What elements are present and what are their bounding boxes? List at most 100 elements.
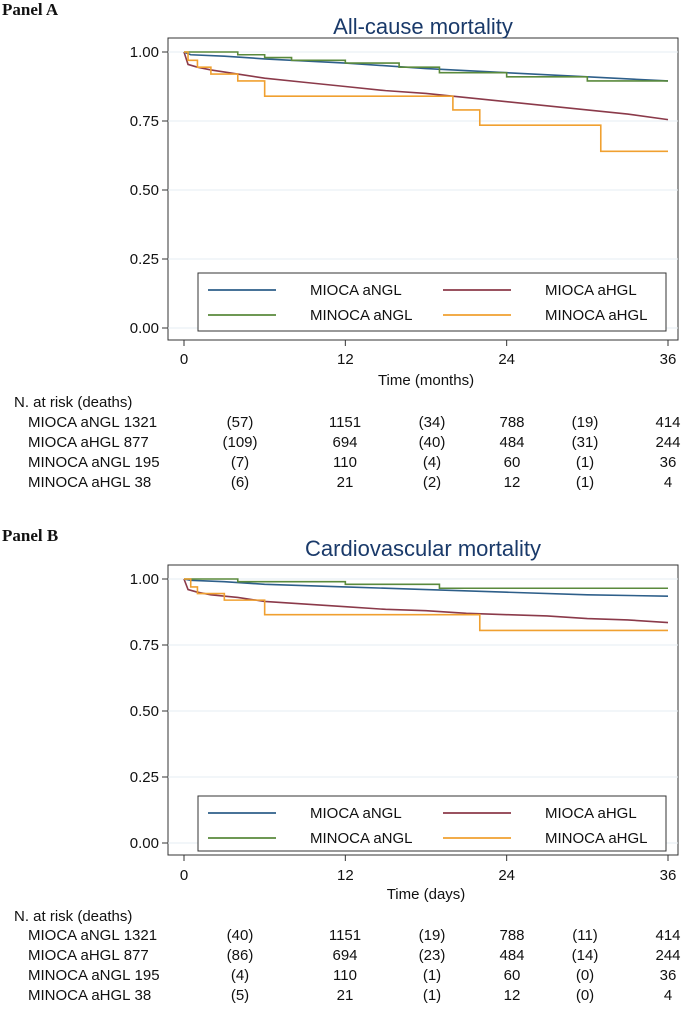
p1-legend-label-minoca-angl: MINOCA aNGL [310, 830, 413, 847]
p1-risk-cell: 484 [499, 947, 524, 964]
p0-y-tick-label: 0.75 [130, 113, 159, 130]
p0-risk-cell: (31) [572, 434, 599, 451]
p0-risk-group-minoca-angl: MINOCA aNGL [28, 454, 131, 471]
p0-y-tick-label: 1.00 [130, 44, 159, 61]
p1-risk-cell: (40) [227, 927, 254, 944]
p1-risk-cell: 36 [660, 967, 677, 984]
p0-legend-label-mioca-angl: MIOCA aNGL [310, 282, 402, 299]
p0-risk-cell: (7) [231, 454, 249, 471]
p1-risk-cell: (23) [419, 947, 446, 964]
p1-x-tick-label: 36 [660, 867, 677, 884]
p1-series-line-mioca-angl [183, 578, 669, 597]
p1-risk-group-minoca-angl: MINOCA aNGL [28, 967, 131, 984]
p1-risk-cell: 110 [333, 967, 357, 984]
p0-x-tick-label: 0 [180, 351, 188, 368]
p0-x-tick-label: 12 [337, 351, 354, 368]
p0-risk-group-mioca-ahgl: MIOCA aHGL [28, 434, 120, 451]
p1-risk-cell: 195 [135, 967, 160, 984]
p0-risk-cell: (4) [423, 454, 441, 471]
p1-risk-cell: (11) [572, 927, 598, 944]
p0-risk-cell: 244 [655, 434, 680, 451]
p0-series-line-minoca-ahgl [184, 51, 668, 153]
p0-risk-cell: (109) [222, 434, 257, 451]
p1-x-tick-label: 24 [498, 867, 515, 884]
p1-risk-cell: (0) [576, 967, 594, 984]
p1-legend-label-minoca-ahgl: MINOCA aHGL [545, 830, 648, 847]
p1-y-tick-label: 0.00 [130, 835, 159, 852]
p0-risk-cell: 484 [499, 434, 524, 451]
p0-risk-cell: 60 [504, 454, 521, 471]
p1-risk-cell: 4 [664, 987, 672, 1004]
p1-series-line-minoca-ahgl [184, 578, 668, 632]
p0-y-tick-label: 0.25 [130, 251, 159, 268]
p1-risk-cell: 60 [504, 967, 521, 984]
p1-risk-cell: (14) [572, 947, 599, 964]
p1-y-tick-label: 1.00 [130, 571, 159, 588]
p1-risk-group-mioca-angl: MIOCA aNGL [28, 927, 120, 944]
p0-risk-cell: (1) [576, 474, 594, 491]
p0-risk-cell: 4 [664, 474, 672, 491]
p0-legend-box [197, 272, 667, 332]
p0-risk-cell: (2) [423, 474, 441, 491]
p1-risk-cell: 1321 [124, 927, 157, 944]
p0-risk-group-mioca-angl: MIOCA aNGL [28, 414, 120, 431]
p0-risk-cell: (34) [419, 414, 446, 431]
p0-risk-cell: 788 [499, 414, 524, 431]
p0-risk-cell: (57) [227, 414, 254, 431]
p1-risk-cell: 21 [337, 987, 354, 1004]
p0-risk-cell: 1321 [124, 414, 157, 431]
p1-risk-cell: (1) [423, 967, 441, 984]
p0-x-tick-label: 24 [498, 351, 515, 368]
p1-risk-cell: 38 [135, 987, 152, 1004]
p0-risk-cell: 110 [333, 454, 357, 471]
p0-risk-cell: 21 [337, 474, 354, 491]
p0-y-tick-label: 0.50 [130, 182, 159, 199]
p0-risk-cell: (19) [572, 414, 599, 431]
p0-series-line-mioca-ahgl [183, 51, 669, 121]
p1-x-tick-label: 12 [337, 867, 354, 884]
panel-a-label: Panel A [2, 0, 59, 19]
p0-risk-header: N. at risk (deaths) [14, 394, 132, 411]
chart-panel-a: All-cause mortality 0.00 0.25 0.50 0.75 1.00 0… [14, 14, 681, 491]
p1-risk-cell: (4) [231, 967, 249, 984]
p0-x-tick-label: 36 [660, 351, 677, 368]
p1-y-tick-label: 0.25 [130, 769, 159, 786]
p1-risk-header: N. at risk (deaths) [14, 908, 132, 925]
p0-risk-cell: (1) [576, 454, 594, 471]
p0-risk-cell: 36 [660, 454, 677, 471]
p1-risk-cell: (1) [423, 987, 441, 1004]
p1-risk-cell: 12 [504, 987, 521, 1004]
p0-risk-cell: (6) [231, 474, 249, 491]
p1-risk-group-minoca-ahgl: MINOCA aHGL [28, 987, 131, 1004]
p1-chart-title: Cardiovascular mortality [305, 536, 541, 561]
p0-risk-cell: 414 [655, 414, 680, 431]
p0-legend-label-minoca-angl: MINOCA aNGL [310, 307, 413, 324]
p1-risk-cell: (19) [419, 927, 446, 944]
p0-risk-cell: 1151 [329, 414, 361, 431]
p1-legend-box [197, 795, 667, 852]
p0-risk-cell: 877 [124, 434, 149, 451]
p1-risk-cell: (86) [227, 947, 254, 964]
p0-risk-cell: 195 [135, 454, 160, 471]
p1-y-tick-label: 0.75 [130, 637, 159, 654]
p1-risk-cell: (0) [576, 987, 594, 1004]
chart-panel-b: Cardiovascular mortality 0.00 0.25 0.50 0.75… [14, 536, 681, 1004]
p0-risk-group-minoca-ahgl: MINOCA aHGL [28, 474, 131, 491]
p1-risk-group-mioca-ahgl: MIOCA aHGL [28, 947, 120, 964]
panel-b-label: Panel B [2, 526, 59, 545]
p1-series-line-minoca-angl [184, 578, 668, 590]
p0-risk-cell: 694 [332, 434, 357, 451]
p0-x-axis-label: Time (months) [378, 372, 474, 389]
p0-series-line-minoca-angl [184, 51, 668, 82]
p1-risk-cell: 414 [655, 927, 680, 944]
p1-risk-cell: 1151 [329, 927, 361, 944]
p0-y-tick-label: 0.00 [130, 320, 159, 337]
p1-y-tick-label: 0.50 [130, 703, 159, 720]
p0-legend-label-minoca-ahgl: MINOCA aHGL [545, 307, 648, 324]
p0-legend-label-mioca-ahgl: MIOCA aHGL [545, 282, 637, 299]
p1-x-axis-label: Time (days) [387, 886, 466, 903]
p1-risk-cell: 694 [332, 947, 357, 964]
p0-chart-title: All-cause mortality [333, 14, 513, 39]
p1-risk-cell: 244 [655, 947, 680, 964]
p1-x-tick-label: 0 [180, 867, 188, 884]
